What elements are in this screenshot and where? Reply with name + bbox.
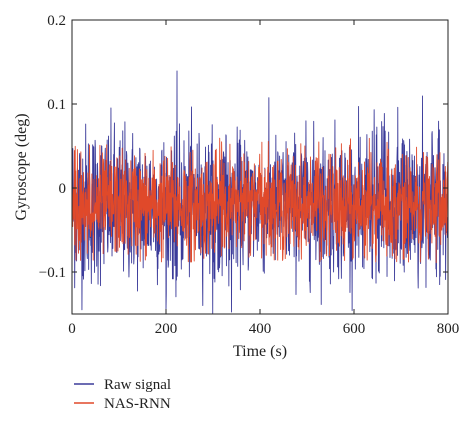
series-layer bbox=[72, 70, 448, 314]
x-tick-label: 0 bbox=[68, 321, 76, 337]
legend-label-nas-rnn: NAS-RNN bbox=[104, 396, 171, 412]
y-tick-label: 0 bbox=[59, 181, 67, 197]
y-tick-label: 0.1 bbox=[47, 97, 66, 113]
y-tick-label: 0.2 bbox=[47, 13, 66, 29]
legend: Raw signal NAS-RNN bbox=[74, 377, 171, 412]
y-axis-label: Gyroscope (deg) bbox=[13, 113, 30, 220]
ticks-layer: 0 200 400 600 800 −0.1 0 0.1 0.2 bbox=[39, 13, 459, 337]
x-tick-label: 200 bbox=[155, 321, 178, 337]
x-tick-label: 400 bbox=[249, 321, 272, 337]
series-line-nas-rnn bbox=[72, 137, 448, 264]
x-tick-label: 600 bbox=[343, 321, 366, 337]
legend-label-raw-signal: Raw signal bbox=[104, 377, 171, 393]
x-axis-label: Time (s) bbox=[233, 343, 287, 360]
y-tick-label: −0.1 bbox=[39, 265, 66, 281]
x-tick-label: 800 bbox=[437, 321, 460, 337]
